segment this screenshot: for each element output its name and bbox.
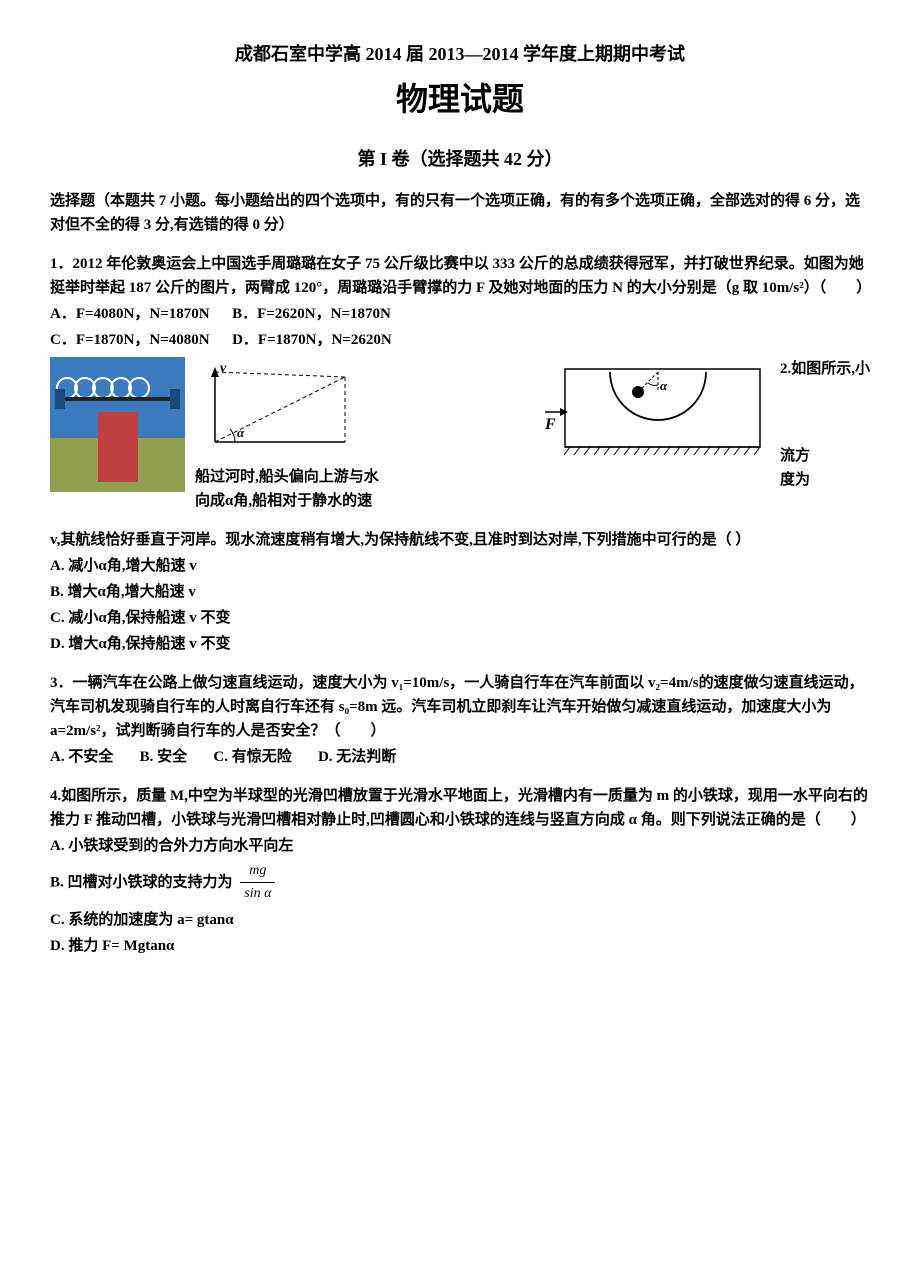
alpha-label-bowl: α <box>660 378 668 393</box>
river-crossing-diagram: v α <box>195 357 375 457</box>
q4-option-c: C. 系统的加速度为 a= gtanα <box>50 908 870 932</box>
q2-text-rest: v,其航线恰好垂直于河岸。现水流速度稍有增大,为保持航线不变,且准时到达对岸,下… <box>50 528 870 552</box>
q3-option-b: B. 安全 <box>140 749 188 765</box>
q3-text: 3．一辆汽车在公路上做匀速直线运动，速度大小为 v₁=10m/s，一人骑自行车在… <box>50 671 870 743</box>
q3-option-c: C. 有惊无险 <box>213 749 291 765</box>
question-1: 1．2012 年伦敦奥运会上中国选手周璐璐在女子 75 公斤级比赛中以 333 … <box>50 252 870 513</box>
q4-frac-num: mg <box>240 860 275 883</box>
q2-mid-text-1: 船过河时,船头偏向上游与水 <box>195 465 530 489</box>
weightlifter-photo <box>50 357 185 492</box>
q2-option-a: A. 减小α角,增大船速 v <box>50 554 870 578</box>
q2-option-b: B. 增大α角,增大船速 v <box>50 580 870 604</box>
q2-option-d: D. 增大α角,保持船速 v 不变 <box>50 632 870 656</box>
question-4: 4.如图所示，质量 M,中空为半球型的光滑凹槽放置于光滑水平地面上，光滑槽内有一… <box>50 784 870 958</box>
q4-text: 4.如图所示，质量 M,中空为半球型的光滑凹槽放置于光滑水平地面上，光滑槽内有一… <box>50 784 870 832</box>
bowl-on-ground-diagram: α F <box>540 357 770 467</box>
instructions: 选择题（本题共 7 小题。每小题给出的四个选项中，有的只有一个选项正确，有的有多… <box>50 189 870 237</box>
q2-side-1: 流方 <box>780 444 870 468</box>
question-3: 3．一辆汽车在公路上做匀速直线运动，速度大小为 v₁=10m/s，一人骑自行车在… <box>50 671 870 769</box>
q4-option-d: D. 推力 F= Mgtanα <box>50 934 870 958</box>
q2-lead-in: 2.如图所示,小 <box>780 357 870 381</box>
q3-option-a: A. 不安全 <box>50 749 113 765</box>
q4-frac-den: sin α <box>240 883 275 905</box>
exam-title-line2: 物理试题 <box>50 74 870 125</box>
q4-option-a: A. 小铁球受到的合外力方向水平向左 <box>50 834 870 858</box>
q2-option-c: C. 减小α角,保持船速 v 不变 <box>50 606 870 630</box>
exam-title-line1: 成都石室中学高 2014 届 2013—2014 学年度上期期中考试 <box>50 40 870 69</box>
q1-option-c: C．F=1870N，N=4080N <box>50 332 210 348</box>
q1-text: 1．2012 年伦敦奥运会上中国选手周璐璐在女子 75 公斤级比赛中以 333 … <box>50 252 870 300</box>
q3-option-d: D. 无法判断 <box>318 749 396 765</box>
q2-side-2: 度为 <box>780 468 870 492</box>
q2-mid-text-2: 向成α角,船相对于静水的速 <box>195 489 530 513</box>
question-2: v,其航线恰好垂直于河岸。现水流速度稍有增大,为保持航线不变,且准时到达对岸,下… <box>50 528 870 656</box>
q1-option-d: D．F=1870N，N=2620N <box>232 332 392 348</box>
q1-option-b: B．F=2620N，N=1870N <box>232 306 391 322</box>
section-header: 第 I 卷（选择题共 42 分） <box>50 145 870 174</box>
v-label: v <box>220 361 227 376</box>
q1-option-a: A．F=4080N，N=1870N <box>50 306 210 322</box>
force-f-label: F <box>544 416 556 433</box>
q4-option-b: B. 凹槽对小铁球的支持力为 mg sin α <box>50 860 870 906</box>
alpha-label-river: α <box>237 425 245 440</box>
